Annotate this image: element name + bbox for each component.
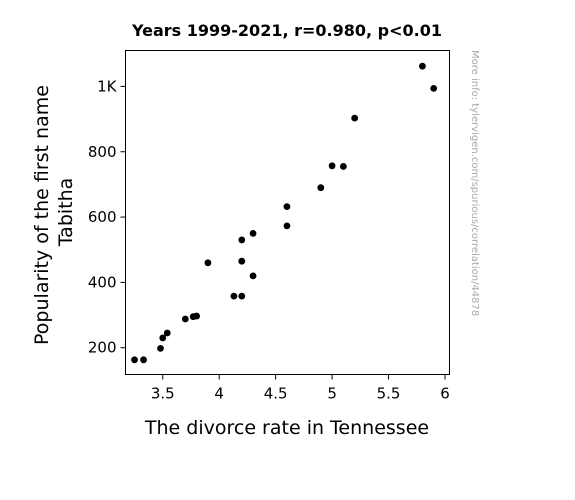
x-axis-label: The divorce rate in Tennessee <box>144 417 429 439</box>
data-point <box>140 356 147 364</box>
y-tick-label: 1K <box>97 77 118 95</box>
data-points <box>131 62 438 364</box>
data-point <box>204 259 212 267</box>
data-point <box>249 272 257 280</box>
source-watermark: More info: tylervigen.com/spurious/corre… <box>469 50 480 316</box>
data-point <box>181 315 189 323</box>
data-point <box>131 356 138 364</box>
data-point <box>163 329 171 337</box>
data-point <box>238 257 246 265</box>
data-point <box>230 292 238 300</box>
data-point <box>283 203 291 211</box>
data-point <box>159 334 167 342</box>
y-tick-label: 400 <box>88 273 117 291</box>
x-tick-label: 5.5 <box>377 385 401 403</box>
data-point <box>238 236 246 244</box>
data-point <box>157 344 164 352</box>
data-point <box>328 162 336 170</box>
data-point <box>339 163 347 170</box>
data-point <box>238 292 246 300</box>
data-point <box>351 114 359 122</box>
data-point <box>419 62 426 70</box>
y-axis-label: Popularity of the first name Tabitha <box>31 79 77 345</box>
plot-area <box>125 50 450 375</box>
y-tick-label: 200 <box>88 339 117 357</box>
data-point <box>430 84 438 92</box>
y-tick-label: 800 <box>88 143 117 161</box>
y-axis-label-line-2: Tabitha <box>55 178 77 248</box>
y-tick-label: 600 <box>88 208 117 226</box>
data-point <box>283 222 291 230</box>
x-axis: 3.5 4 4.5 5 5.5 6 <box>151 374 450 403</box>
x-tick-label: 4 <box>214 385 224 403</box>
data-point <box>317 184 325 192</box>
x-tick-label: 6 <box>440 385 450 403</box>
x-tick-label: 4.5 <box>264 385 288 403</box>
data-point <box>193 312 201 320</box>
chart-title: Years 1999-2021, r=0.980, p<0.01 <box>131 21 442 40</box>
x-tick-label: 5 <box>327 385 337 403</box>
data-point <box>249 230 257 237</box>
x-tick-label: 3.5 <box>151 385 175 403</box>
y-axis: 200 400 600 800 1K <box>88 77 126 357</box>
y-axis-label-line-1: Popularity of the first name <box>31 85 53 345</box>
